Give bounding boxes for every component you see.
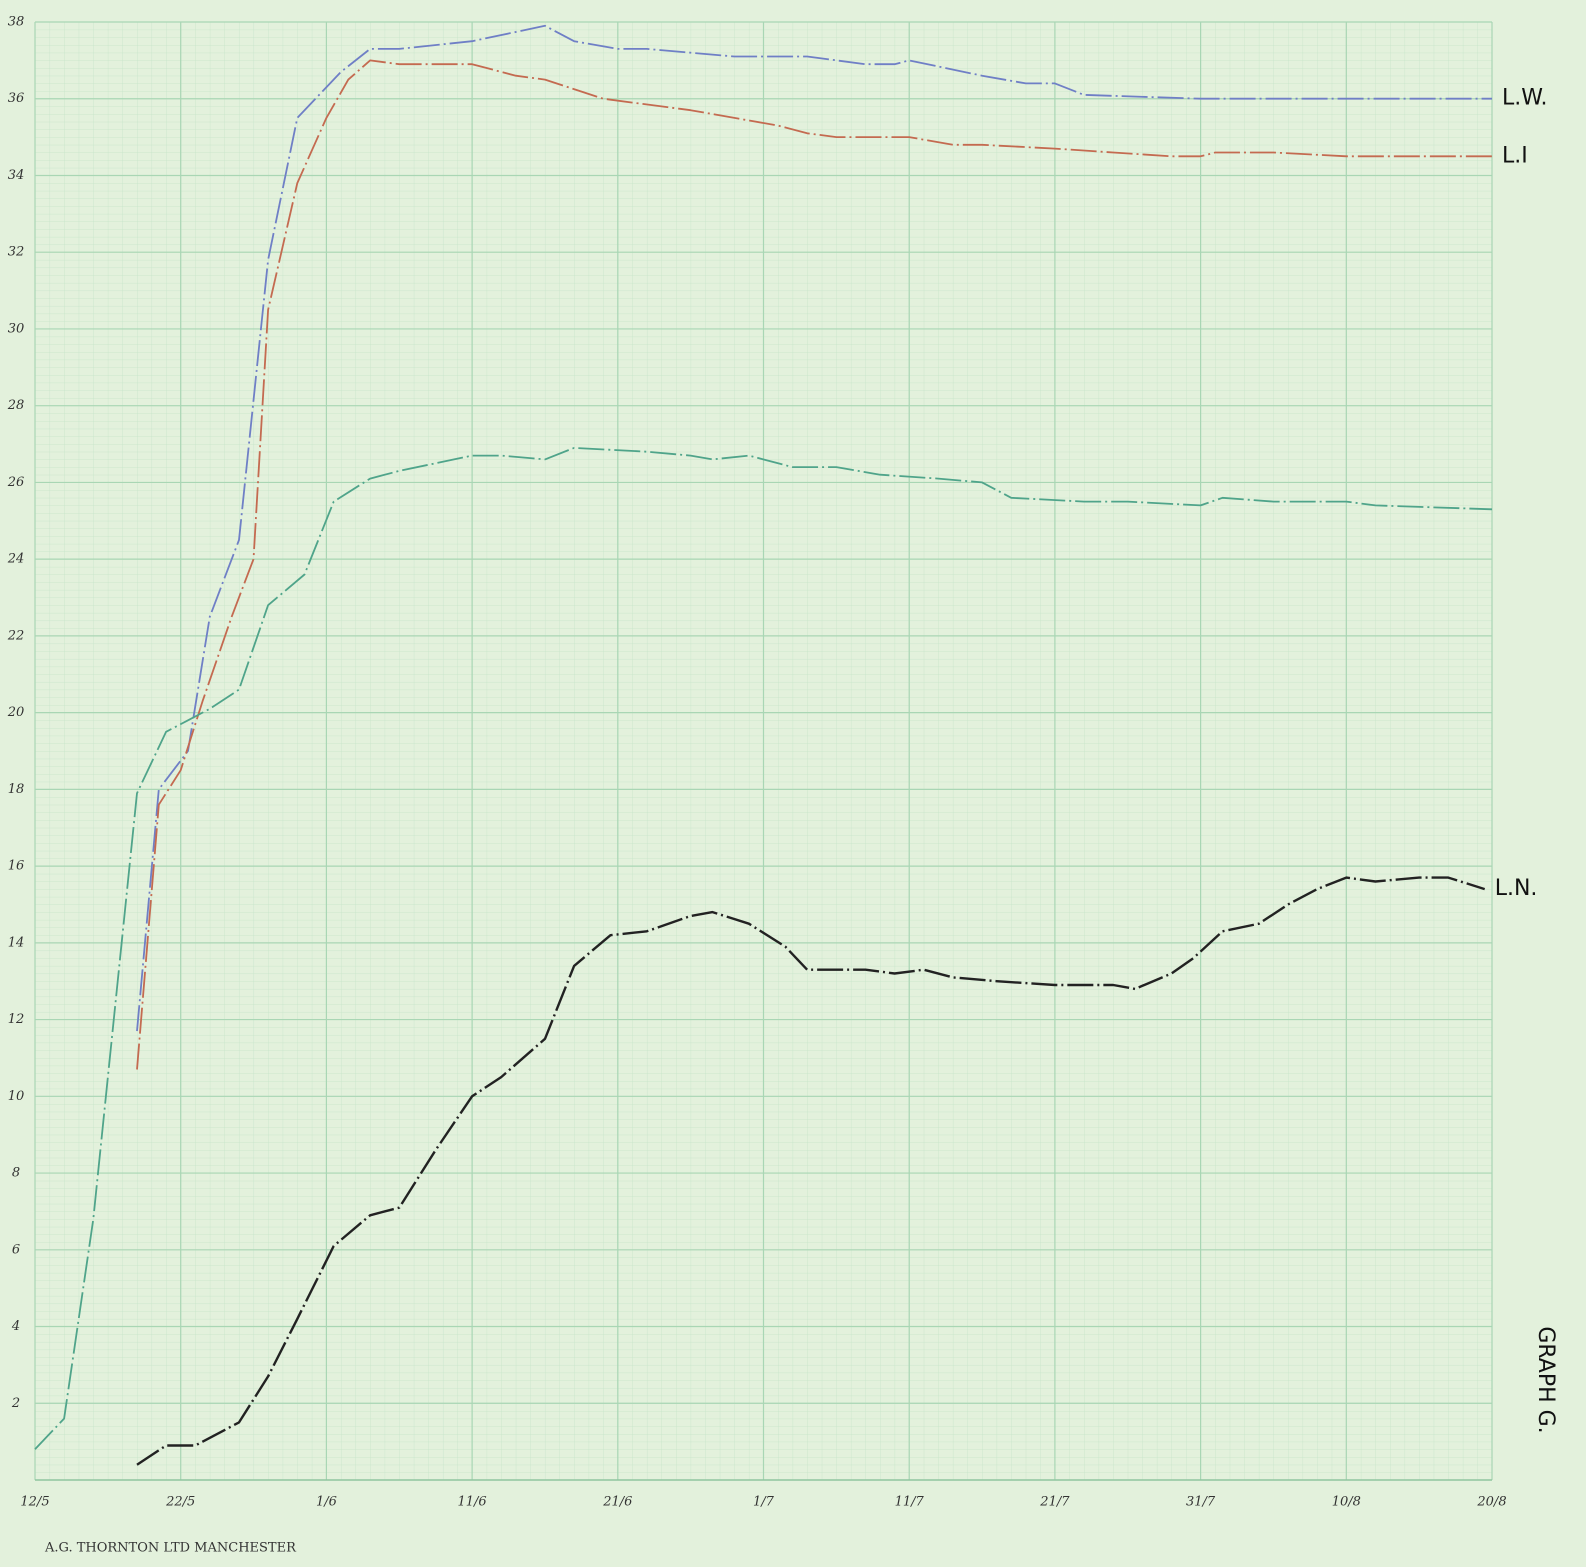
x-tick-label: 31/7 xyxy=(1186,1495,1216,1510)
series-line xyxy=(136,24,1492,1032)
y-tick-label: 30 xyxy=(8,321,25,336)
x-tick-label: 12/5 xyxy=(20,1495,49,1510)
x-tick-label: 10/8 xyxy=(1332,1495,1361,1510)
y-tick-label: 18 xyxy=(8,782,25,797)
series-line xyxy=(136,59,1492,1070)
y-tick-label: 32 xyxy=(8,245,25,260)
y-tick-label: 20 xyxy=(7,705,25,720)
x-tick-label: 22/5 xyxy=(165,1495,195,1510)
graph-title: GRAPH G. xyxy=(1533,1326,1558,1433)
lines xyxy=(34,24,1493,1466)
y-tick-label: 22 xyxy=(7,628,25,643)
x-tick-label: 1/7 xyxy=(753,1495,775,1510)
y-tick-label: 8 xyxy=(12,1166,20,1181)
series-line xyxy=(136,876,1486,1466)
y-tick-label: 24 xyxy=(7,552,25,567)
x-tick-label: 21/6 xyxy=(602,1495,632,1510)
x-tick-label: 1/6 xyxy=(316,1495,337,1510)
y-tick-label: 38 xyxy=(8,15,25,30)
y-tick-label: 2 xyxy=(11,1396,20,1411)
y-tick-label: 6 xyxy=(12,1242,20,1257)
series-label: L.W. xyxy=(1502,86,1547,111)
x-tick-label: 11/6 xyxy=(457,1495,486,1510)
y-tick-label: 10 xyxy=(8,1089,25,1104)
y-tick-label: 4 xyxy=(11,1319,20,1334)
y-tick-label: 12 xyxy=(8,1012,25,1027)
y-tick-label: 14 xyxy=(8,935,25,950)
y-tick-label: 36 xyxy=(8,91,25,106)
y-tick-label: 28 xyxy=(7,398,25,413)
series-label: L.N. xyxy=(1495,876,1538,901)
y-tick-label: 26 xyxy=(7,475,25,490)
printer-mark: A.G. THORNTON LTD MANCHESTER xyxy=(44,1541,297,1556)
x-tick-label: 20/8 xyxy=(1476,1495,1506,1510)
y-tick-label: 34 xyxy=(8,168,25,183)
series-line xyxy=(34,446,1493,1450)
x-tick-label: 21/7 xyxy=(1039,1495,1070,1510)
series-label: L.I xyxy=(1502,143,1528,168)
grid xyxy=(34,21,1493,1481)
y-tick-label: 16 xyxy=(8,859,25,874)
x-tick-label: 11/7 xyxy=(895,1495,925,1510)
